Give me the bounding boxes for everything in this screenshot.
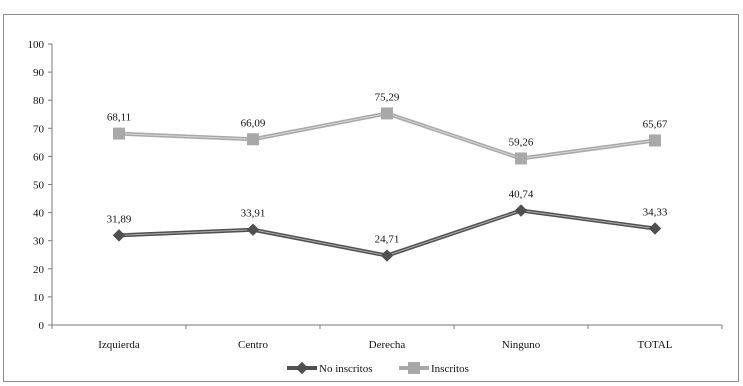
y-tick-label: 50: [33, 180, 45, 192]
series-no-inscritos: 31,89 33,91 24,71 40,74 34,33: [107, 189, 668, 262]
data-point-no-inscritos: [648, 222, 662, 235]
data-label-no-inscritos: 33,91: [241, 208, 266, 220]
x-tick-label: Ninguno: [502, 339, 541, 351]
legend-label: Inscritos: [431, 363, 469, 375]
legend-label: No inscritos: [319, 363, 372, 375]
line-chart: 0 10 20 30 40 50 60 70 80 90 100 Izquierda Centro De…: [28, 39, 723, 375]
y-tick-label: 40: [33, 208, 45, 220]
legend-swatch-marker: [408, 362, 420, 374]
y-tick-label: 100: [28, 39, 45, 51]
y-tick-label: 10: [33, 292, 45, 304]
data-point-no-inscritos: [246, 223, 260, 236]
x-tick-label: TOTAL: [638, 339, 673, 351]
data-label-no-inscritos: 34,33: [643, 207, 668, 219]
x-axis-ticks: Izquierda Centro Derecha Ninguno TOTAL: [51, 325, 723, 351]
x-tick-label: Derecha: [369, 339, 406, 351]
data-label-no-inscritos: 40,74: [509, 189, 534, 201]
data-label-inscritos: 66,09: [241, 117, 266, 129]
y-tick-label: 80: [33, 95, 45, 107]
data-point-inscritos: [649, 134, 661, 147]
data-point-inscritos: [247, 133, 259, 146]
chart-axes: [51, 44, 722, 326]
data-point-inscritos: [515, 152, 527, 165]
legend-item-no-inscritos: No inscritos: [287, 361, 372, 375]
data-label-no-inscritos: 31,89: [107, 213, 132, 225]
data-point-no-inscritos: [380, 249, 394, 262]
data-point-inscritos: [381, 107, 393, 120]
y-axis-ticks: 0 10 20 30 40 50 60 70 80 90 100: [28, 39, 52, 332]
y-tick-label: 20: [33, 264, 45, 276]
data-label-inscritos: 59,26: [509, 136, 534, 148]
y-tick-label: 30: [33, 236, 45, 248]
y-tick-label: 70: [33, 123, 45, 135]
data-point-no-inscritos: [514, 204, 528, 217]
data-label-inscritos: 65,67: [643, 118, 668, 130]
data-label-inscritos: 75,29: [375, 91, 400, 103]
data-label-inscritos: 68,11: [107, 112, 131, 124]
y-tick-label: 0: [39, 320, 45, 332]
series-inscritos: 68,11 66,09 75,29 59,26 65,67: [107, 91, 668, 165]
x-tick-label: Centro: [238, 339, 268, 351]
y-tick-label: 60: [33, 151, 45, 163]
data-point-inscritos: [113, 127, 125, 140]
legend-swatch-marker: [295, 361, 309, 375]
y-tick-label: 90: [33, 67, 45, 79]
legend-item-inscritos: Inscritos: [399, 362, 469, 375]
legend: No inscritos Inscritos: [287, 361, 469, 375]
series-layer: 31,89 33,91 24,71 40,74 34,33 68,11 66,09 75,29…: [107, 91, 668, 262]
data-label-no-inscritos: 24,71: [375, 234, 400, 246]
x-tick-label: Izquierda: [98, 339, 140, 351]
data-point-no-inscritos: [112, 229, 126, 242]
chart-frame: 0 10 20 30 40 50 60 70 80 90 100 Izquierda Centro De…: [3, 14, 739, 382]
